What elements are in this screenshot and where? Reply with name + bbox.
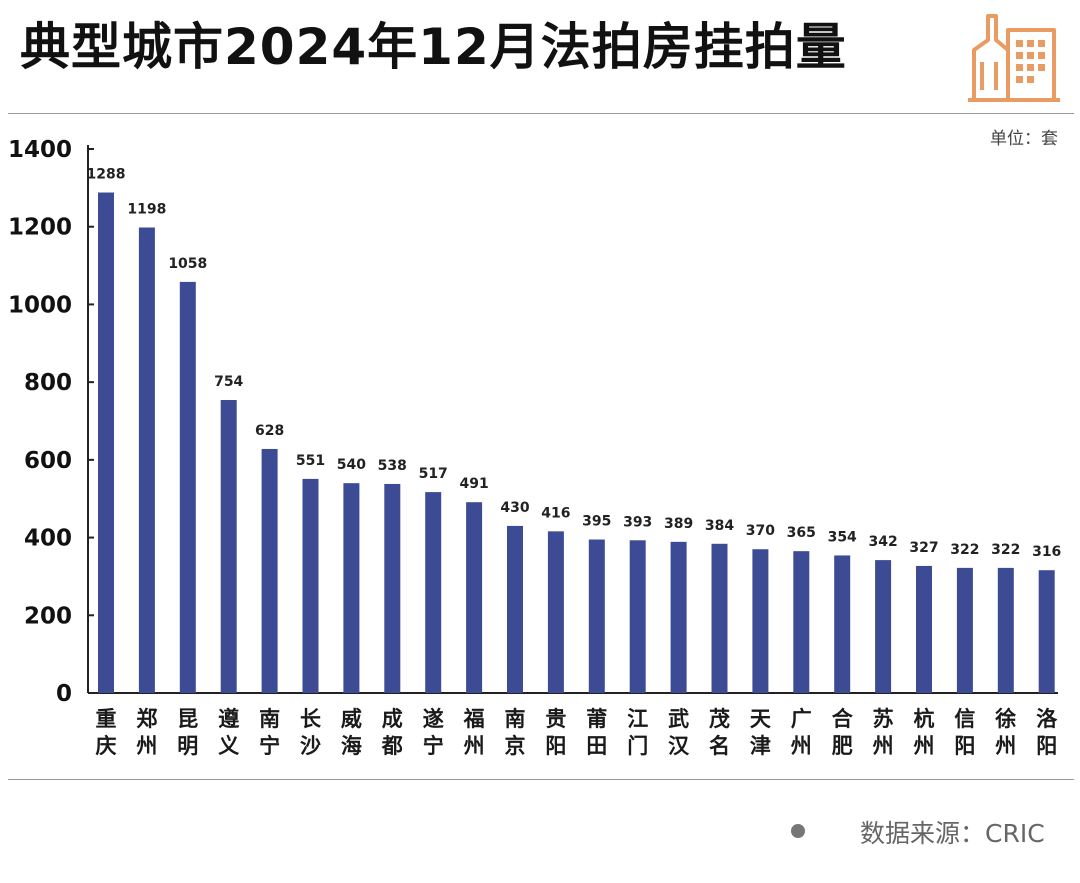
bar	[752, 549, 769, 693]
data-label: 342	[868, 534, 897, 550]
bar	[98, 192, 114, 693]
x-tick-label: 昆明	[177, 707, 198, 758]
bar	[711, 543, 728, 693]
data-label: 322	[991, 542, 1020, 558]
data-label: 322	[950, 542, 979, 558]
bar	[179, 281, 196, 693]
x-tick-label: 杭州	[914, 707, 935, 758]
bar	[916, 565, 932, 693]
y-tick-label: 600	[24, 448, 72, 474]
bar	[670, 541, 687, 693]
bar	[834, 555, 851, 693]
x-tick-label: 江门	[627, 707, 648, 758]
bar	[384, 483, 401, 693]
data-label: 416	[541, 505, 570, 521]
x-tick-label: 南宁	[259, 707, 280, 758]
y-tick-label: 0	[56, 681, 72, 707]
x-tick-label: 广州	[791, 707, 812, 758]
bar	[793, 551, 810, 693]
data-label: 754	[214, 374, 243, 390]
x-tick-label: 南京	[505, 707, 526, 758]
x-tick-label: 遵义	[218, 707, 240, 758]
y-tick-label: 1200	[8, 215, 72, 241]
bars: 1288 1198 1058 754 628 551 540 538 517 491 430 416 3…	[87, 167, 1061, 693]
unit-label: 单位：套	[990, 129, 1058, 149]
y-tick-label: 400	[24, 526, 72, 552]
x-tick-label: 成都	[381, 707, 403, 758]
footer-divider	[8, 779, 1074, 780]
data-label: 551	[296, 453, 325, 469]
x-tick-label: 威海	[341, 707, 362, 758]
bar	[547, 531, 564, 693]
city-buildings-icon	[968, 14, 1060, 102]
x-tick-label: 重庆	[96, 707, 117, 758]
data-label: 393	[623, 514, 652, 530]
data-label: 517	[419, 466, 448, 482]
data-label: 395	[582, 514, 611, 530]
bar	[343, 483, 360, 693]
x-tick-label: 茂名	[709, 707, 730, 758]
bar	[220, 400, 237, 693]
data-label: 1198	[127, 201, 166, 217]
chart-title: 典型城市2024年12月法拍房挂拍量	[20, 18, 847, 76]
bar-chart: 0 200 400 600 800 1000 1200 1400 1288 1198 1058 75…	[8, 137, 1061, 758]
x-tick-label: 徐州	[994, 707, 1016, 758]
x-tick-label: 郑州	[136, 707, 157, 758]
bar	[875, 560, 892, 693]
x-tick-label: 福州	[463, 707, 485, 758]
bar	[261, 448, 278, 693]
data-label: 370	[746, 523, 775, 539]
data-label: 389	[664, 516, 693, 532]
data-label: 628	[255, 423, 284, 439]
x-tick-label: 武汉	[668, 707, 690, 758]
y-axis: 0 200 400 600 800 1000 1200 1400	[8, 137, 1058, 707]
x-tick-label: 洛阳	[1036, 707, 1058, 758]
x-tick-label: 天津	[750, 707, 772, 758]
bar	[302, 478, 319, 693]
x-tick-label: 莆田	[586, 707, 607, 758]
y-tick-label: 1400	[8, 137, 72, 163]
data-label: 540	[337, 457, 366, 473]
data-label: 1058	[168, 256, 207, 272]
x-tick-label: 信阳	[954, 707, 975, 758]
x-tick-label: 长沙	[300, 707, 322, 758]
x-tick-label: 贵阳	[545, 707, 566, 758]
source-bullet-icon	[791, 824, 805, 838]
data-label: 430	[500, 500, 529, 516]
bar	[629, 540, 646, 693]
bar	[588, 539, 605, 693]
bar	[956, 567, 973, 693]
x-tick-label: 苏州	[873, 707, 894, 758]
bar	[997, 567, 1014, 693]
y-tick-label: 200	[24, 603, 72, 629]
data-label: 538	[378, 458, 407, 474]
bar	[466, 502, 483, 693]
bar	[425, 492, 442, 693]
y-tick-label: 800	[24, 370, 72, 396]
data-label: 365	[787, 525, 816, 541]
bar	[138, 227, 155, 693]
bar	[507, 525, 523, 693]
x-tick-label: 合肥	[832, 707, 854, 758]
data-label: 316	[1032, 544, 1061, 560]
data-label: 1288	[87, 167, 126, 183]
data-label: 354	[828, 529, 857, 545]
bar	[1038, 570, 1055, 693]
header-divider	[8, 113, 1074, 114]
y-tick-label: 1000	[8, 292, 72, 318]
data-label: 327	[909, 540, 938, 556]
source-label: 数据来源：CRIC	[860, 819, 1045, 848]
x-axis-labels: 重庆郑州昆明遵义南宁长沙威海成都遂宁福州南京贵阳莆田江门武汉茂名天津广州合肥苏州…	[96, 707, 1059, 758]
x-tick-label: 遂宁	[423, 707, 444, 758]
data-label: 491	[459, 476, 488, 492]
data-label: 384	[705, 518, 734, 534]
